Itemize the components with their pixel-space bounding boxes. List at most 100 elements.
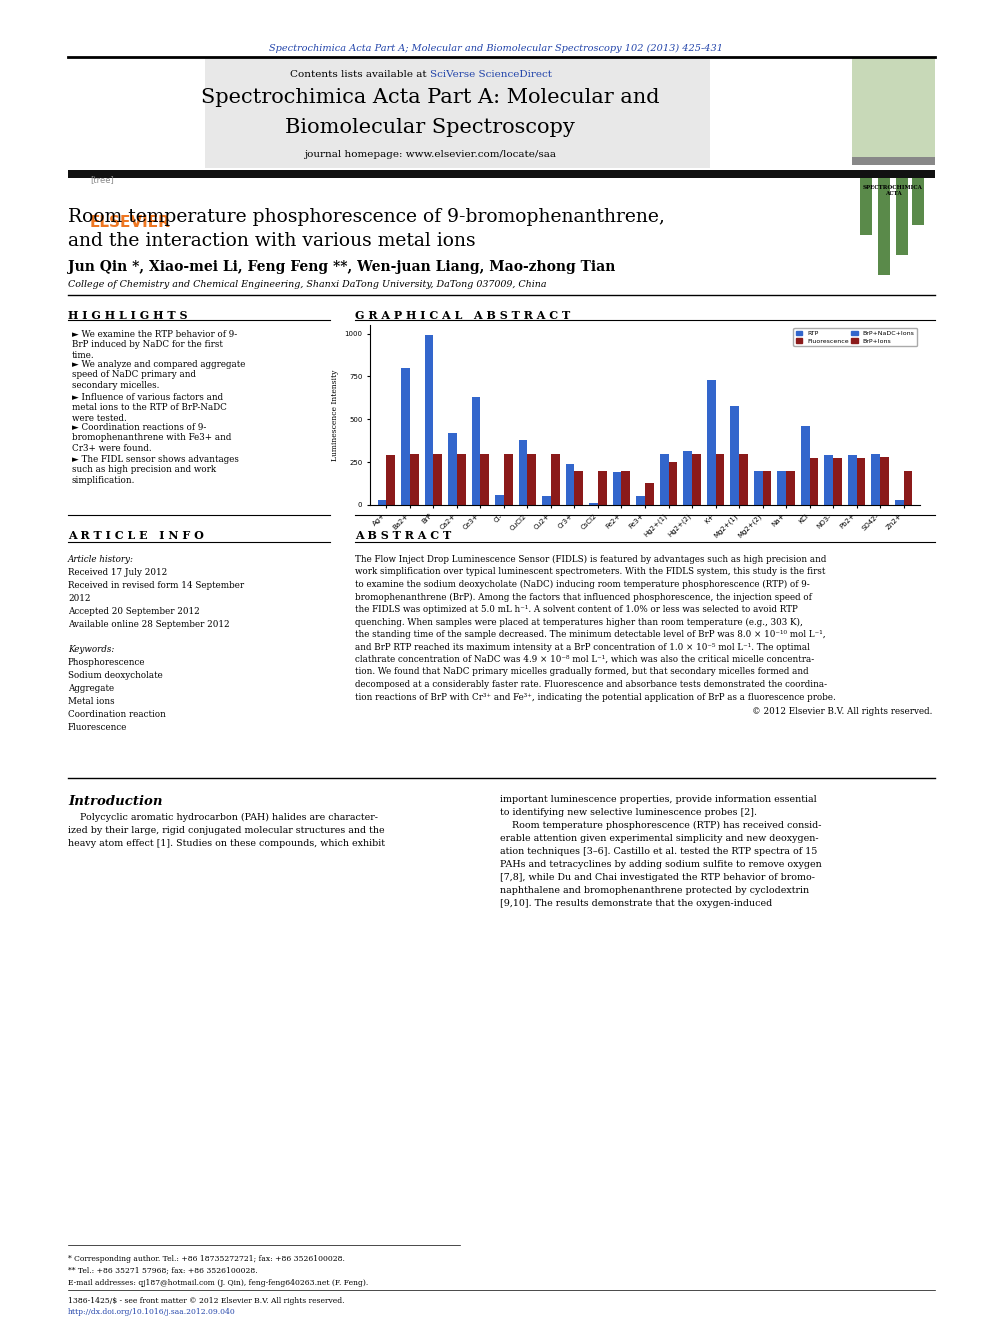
Text: PAHs and tetracyclines by adding sodium sulfite to remove oxygen: PAHs and tetracyclines by adding sodium … <box>500 860 821 869</box>
Bar <box>68 57 710 168</box>
Bar <box>706 380 715 505</box>
Bar <box>448 433 457 505</box>
Text: [9,10]. The results demonstrate that the oxygen-induced: [9,10]. The results demonstrate that the… <box>500 900 772 908</box>
Bar <box>715 454 724 505</box>
Bar <box>68 169 935 179</box>
Bar <box>574 471 583 505</box>
Bar <box>786 471 795 505</box>
Text: Spectrochimica Acta Part A; Molecular and Biomolecular Spectroscopy 102 (2013) 4: Spectrochimica Acta Part A; Molecular an… <box>269 44 723 53</box>
Bar <box>598 471 607 505</box>
Bar <box>833 458 842 505</box>
Bar <box>378 500 387 505</box>
Bar <box>410 454 419 505</box>
Bar <box>519 439 528 505</box>
Bar <box>401 368 410 505</box>
Text: Metal ions: Metal ions <box>68 697 115 706</box>
Bar <box>801 426 809 505</box>
Text: and the interaction with various metal ions: and the interaction with various metal i… <box>68 232 475 250</box>
Text: tion. We found that NaDC primary micelles gradually formed, but that secondary m: tion. We found that NaDC primary micelle… <box>355 668 808 676</box>
Text: Available online 28 September 2012: Available online 28 September 2012 <box>68 620 229 628</box>
Bar <box>683 451 692 505</box>
Text: SciVerse ScienceDirect: SciVerse ScienceDirect <box>430 70 552 79</box>
Bar <box>730 406 739 505</box>
Bar <box>912 175 924 225</box>
Bar <box>824 455 833 505</box>
Bar <box>880 456 889 505</box>
Bar <box>589 503 598 505</box>
Text: Room temperature phosphorescence of 9-bromophenanthrene,: Room temperature phosphorescence of 9-br… <box>68 208 665 226</box>
Bar <box>809 458 818 505</box>
Text: [tree]: [tree] <box>90 175 114 184</box>
Text: G R A P H I C A L   A B S T R A C T: G R A P H I C A L A B S T R A C T <box>355 310 570 321</box>
Text: Contents lists available at: Contents lists available at <box>290 70 430 79</box>
Bar <box>852 57 935 165</box>
Text: The Flow Inject Drop Luminescence Sensor (FIDLS) is featured by advantages such : The Flow Inject Drop Luminescence Sensor… <box>355 556 826 564</box>
Bar <box>847 455 856 505</box>
Text: A B S T R A C T: A B S T R A C T <box>355 531 451 541</box>
Text: College of Chemistry and Chemical Engineering, Shanxi DaTong University, DaTong : College of Chemistry and Chemical Engine… <box>68 280 547 288</box>
Text: 2012: 2012 <box>68 594 90 603</box>
Bar <box>856 458 865 505</box>
Text: erable attention given experimental simplicity and new deoxygen-: erable attention given experimental simp… <box>500 833 818 843</box>
Bar <box>645 483 654 505</box>
Text: naphthalene and bromophenanthrene protected by cyclodextrin: naphthalene and bromophenanthrene protec… <box>500 886 809 894</box>
Bar <box>754 471 763 505</box>
Text: ► Coordination reactions of 9-
bromophenanthrene with Fe3+ and
Cr3+ were found.: ► Coordination reactions of 9- bromophen… <box>72 423 231 452</box>
Text: Article history:: Article history: <box>68 556 134 564</box>
Bar <box>471 397 480 505</box>
Text: Received 17 July 2012: Received 17 July 2012 <box>68 568 168 577</box>
Text: Room temperature phosphorescence (RTP) has received consid-: Room temperature phosphorescence (RTP) h… <box>500 822 821 830</box>
Text: SPECTROCHIMICA
ACTA: SPECTROCHIMICA ACTA <box>863 185 923 196</box>
Text: tion reactions of BrP with Cr³⁺ and Fe³⁺, indicating the potential application o: tion reactions of BrP with Cr³⁺ and Fe³⁺… <box>355 692 835 701</box>
Text: Phosphorescence: Phosphorescence <box>68 658 146 667</box>
Text: Aggregate: Aggregate <box>68 684 114 693</box>
Bar <box>542 496 551 505</box>
Bar <box>613 472 622 505</box>
Bar <box>636 496 645 505</box>
Text: ► We examine the RTP behavior of 9-
BrP induced by NaDC for the first
time.: ► We examine the RTP behavior of 9- BrP … <box>72 329 237 360</box>
Bar <box>68 57 205 168</box>
Bar <box>871 454 880 505</box>
Bar <box>878 175 890 275</box>
Text: © 2012 Elsevier B.V. All rights reserved.: © 2012 Elsevier B.V. All rights reserved… <box>752 706 932 716</box>
Bar <box>551 454 559 505</box>
Text: the standing time of the sample decreased. The minimum detectable level of BrP w: the standing time of the sample decrease… <box>355 630 825 639</box>
Text: clathrate concentration of NaDC was 4.9 × 10⁻⁸ mol L⁻¹, which was also the criti: clathrate concentration of NaDC was 4.9 … <box>355 655 814 664</box>
Text: ation techniques [3–6]. Castillo et al. tested the RTP spectra of 15: ation techniques [3–6]. Castillo et al. … <box>500 847 817 856</box>
Bar <box>457 454 466 505</box>
Text: Sodium deoxycholate: Sodium deoxycholate <box>68 671 163 680</box>
Bar <box>763 471 772 505</box>
Text: and BrP RTP reached its maximum intensity at a BrP concentration of 1.0 × 10⁻⁵ m: and BrP RTP reached its maximum intensit… <box>355 643 809 651</box>
Y-axis label: Luminescence Intensity: Luminescence Intensity <box>330 369 339 460</box>
Text: 1386-1425/$ - see front matter © 2012 Elsevier B.V. All rights reserved.: 1386-1425/$ - see front matter © 2012 El… <box>68 1297 344 1304</box>
Bar <box>896 175 908 255</box>
Bar <box>895 500 904 505</box>
Text: ► The FIDL sensor shows advantages
such as high precision and work
simplificatio: ► The FIDL sensor shows advantages such … <box>72 455 239 484</box>
Text: ELSEVIER: ELSEVIER <box>90 216 171 230</box>
Text: ► Influence of various factors and
metal ions to the RTP of BrP-NaDC
were tested: ► Influence of various factors and metal… <box>72 393 227 423</box>
Text: Jun Qin *, Xiao-mei Li, Feng Feng **, Wen-juan Liang, Mao-zhong Tian: Jun Qin *, Xiao-mei Li, Feng Feng **, We… <box>68 261 615 274</box>
Bar <box>387 455 396 505</box>
Text: to identifying new selective luminescence probes [2].: to identifying new selective luminescenc… <box>500 808 757 818</box>
Text: to examine the sodium deoxycholate (NaDC) inducing room temperature phosphoresce: to examine the sodium deoxycholate (NaDC… <box>355 579 809 589</box>
Text: http://dx.doi.org/10.1016/j.saa.2012.09.040: http://dx.doi.org/10.1016/j.saa.2012.09.… <box>68 1308 236 1316</box>
Text: [7,8], while Du and Chai investigated the RTP behavior of bromo-: [7,8], while Du and Chai investigated th… <box>500 873 815 882</box>
Text: * Corresponding author. Tel.: +86 18735272721; fax: +86 3526100028.: * Corresponding author. Tel.: +86 187352… <box>68 1256 345 1263</box>
Bar <box>528 454 537 505</box>
Bar <box>495 495 504 505</box>
Bar <box>565 464 574 505</box>
Text: quenching. When samples were placed at temperatures higher than room temperature: quenching. When samples were placed at t… <box>355 618 803 627</box>
Bar <box>669 462 678 505</box>
Text: Accepted 20 September 2012: Accepted 20 September 2012 <box>68 607 199 617</box>
Text: important luminescence properties, provide information essential: important luminescence properties, provi… <box>500 795 816 804</box>
Bar <box>622 471 631 505</box>
Bar <box>904 471 913 505</box>
Bar <box>480 454 489 505</box>
Bar <box>434 454 442 505</box>
Text: Biomolecular Spectroscopy: Biomolecular Spectroscopy <box>285 118 575 138</box>
Text: H I G H L I G H T S: H I G H L I G H T S <box>68 310 187 321</box>
Bar <box>425 335 434 505</box>
Bar <box>777 471 786 505</box>
Bar <box>852 157 935 165</box>
Text: Spectrochimica Acta Part A: Molecular and: Spectrochimica Acta Part A: Molecular an… <box>200 89 660 107</box>
